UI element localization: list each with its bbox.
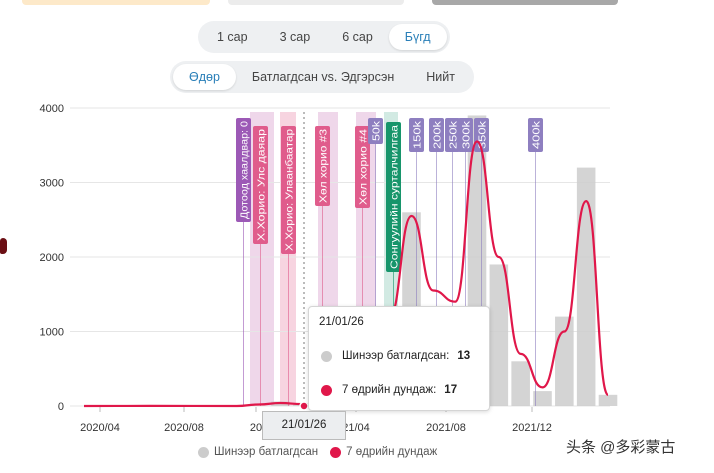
top-card-yellow: [22, 0, 210, 5]
annotation-label-10: 300k: [462, 120, 473, 149]
tooltip-new-value: 13: [457, 350, 471, 362]
x-tick-1: 2020/08: [164, 422, 204, 434]
x-tick-4: 2021/08: [426, 422, 466, 434]
crosshair-date-label: 21/01/26: [262, 411, 346, 440]
edge-marker: [0, 238, 7, 254]
tooltip-new-dot: [321, 350, 332, 362]
annotation-label-6: Сонгуулийн сурталчилгаа: [390, 124, 401, 269]
hover-point: [299, 401, 309, 411]
view-option-daily[interactable]: Өдөр: [173, 64, 236, 90]
range-option-all[interactable]: Бүгд: [388, 24, 447, 50]
annotation-label-11: 350k: [478, 120, 489, 149]
bar-14: [555, 316, 574, 406]
tooltip-date: 21/01/26: [319, 316, 364, 328]
annotation-label-7: 150k: [413, 120, 424, 149]
view-selector: Өдөр Батлагдсан vs. Эдгэрсэн Нийт: [170, 61, 474, 93]
annotation-label-9: 250k: [449, 120, 460, 149]
tooltip-new-label: Шинээр батлагдсан:: [342, 350, 450, 362]
tooltip-row-new: Шинээр батлагдсан: 13: [321, 350, 470, 362]
bar-16: [598, 394, 618, 406]
tooltip: 21/01/26 Шинээр батлагдсан: 13 7 өдрийн …: [308, 306, 490, 411]
tooltip-avg-value: 17: [444, 384, 458, 396]
annotation-flag-1: [253, 126, 268, 244]
x-tick-2: 20: [250, 422, 262, 434]
bar-13: [533, 391, 552, 406]
legend-item-avg[interactable]: 7 өдрийн дундаж: [346, 446, 438, 458]
annotation-flag-10: [458, 118, 473, 152]
view-option-confirmed-vs-recovered[interactable]: Батлагдсан vs. Эдгэрсэн: [251, 70, 395, 84]
annotation-flag-5: [368, 118, 383, 144]
annotation-label-8: 200k: [433, 120, 444, 149]
x-tick-5: 2021/12: [512, 422, 552, 434]
annotation-flag-4: [355, 126, 370, 208]
y-tick-4000: 4000: [40, 103, 64, 115]
view-option-total[interactable]: Нийт: [426, 70, 455, 84]
y-tick-0: 0: [58, 401, 64, 413]
x-tick-3: 21/04: [342, 422, 370, 434]
legend-new-dot: [198, 446, 209, 458]
annotation-flag-12: [528, 118, 543, 152]
y-axis: 0 1000 2000 3000 4000: [40, 103, 64, 413]
annotation-flag-8: [429, 118, 444, 152]
tooltip-avg-dot: [321, 384, 332, 396]
range-option-3[interactable]: 3 сар: [279, 30, 311, 44]
bar-12: [511, 361, 530, 406]
annotation-flag-9: [445, 118, 460, 152]
range-option-6[interactable]: 6 сар: [342, 30, 373, 44]
seven-day-average-line: [83, 140, 610, 408]
y-tick-1000: 1000: [40, 327, 64, 339]
annotation-flag-2: [281, 126, 296, 254]
top-card-gray: [228, 0, 404, 5]
watermark-text: 头条 @多彩蒙古: [566, 439, 676, 456]
annotation-label-3: Хөл хорио #3: [319, 128, 330, 203]
chart-legend: Шинээр батлагдсан 7 өдрийн дундаж: [198, 446, 437, 458]
annotation-labels: Дотоод хаалдвар: 0 Х.Хорио: Улс даяар Х.Хо…: [236, 118, 543, 406]
legend-avg-dot: [330, 446, 342, 458]
annotation-label-1: Х.Хорио: Улс даяар: [257, 128, 268, 241]
annotation-flag-7: [409, 118, 424, 152]
y-tick-2000: 2000: [40, 252, 64, 264]
annotation-flag-0: [236, 118, 251, 222]
annotation-label-2: Х.Хорио: Улаанбаатар: [284, 128, 296, 251]
annotation-label-4: Хөл хорио #4: [359, 128, 370, 205]
x-tick-0: 2020/04: [80, 422, 120, 434]
bar-11: [489, 264, 509, 406]
annotation-flag-3: [315, 126, 330, 206]
range-option-1[interactable]: 1 сар: [217, 30, 248, 44]
y-tick-3000: 3000: [40, 178, 64, 190]
x-axis: 2020/04 2020/08 20 21/04 2021/08 2021/12: [80, 407, 552, 434]
annotation-flag-11: [474, 118, 489, 152]
annotation-label-12: 400k: [532, 120, 543, 149]
annotation-label-0: Дотоод хаалдвар: 0: [240, 121, 251, 219]
tooltip-avg-label: 7 өдрийн дундаж:: [342, 384, 437, 396]
top-card-dark: [432, 0, 618, 5]
tooltip-row-avg: 7 өдрийн дундаж: 17: [321, 384, 457, 396]
range-selector: 1 сар 3 сар 6 сар Бүгд: [198, 21, 450, 53]
annotation-flag-6: [386, 122, 401, 272]
legend-item-new[interactable]: Шинээр батлагдсан: [214, 446, 319, 458]
annotation-label-5: 50k: [372, 120, 383, 141]
bar-15: [576, 167, 596, 406]
